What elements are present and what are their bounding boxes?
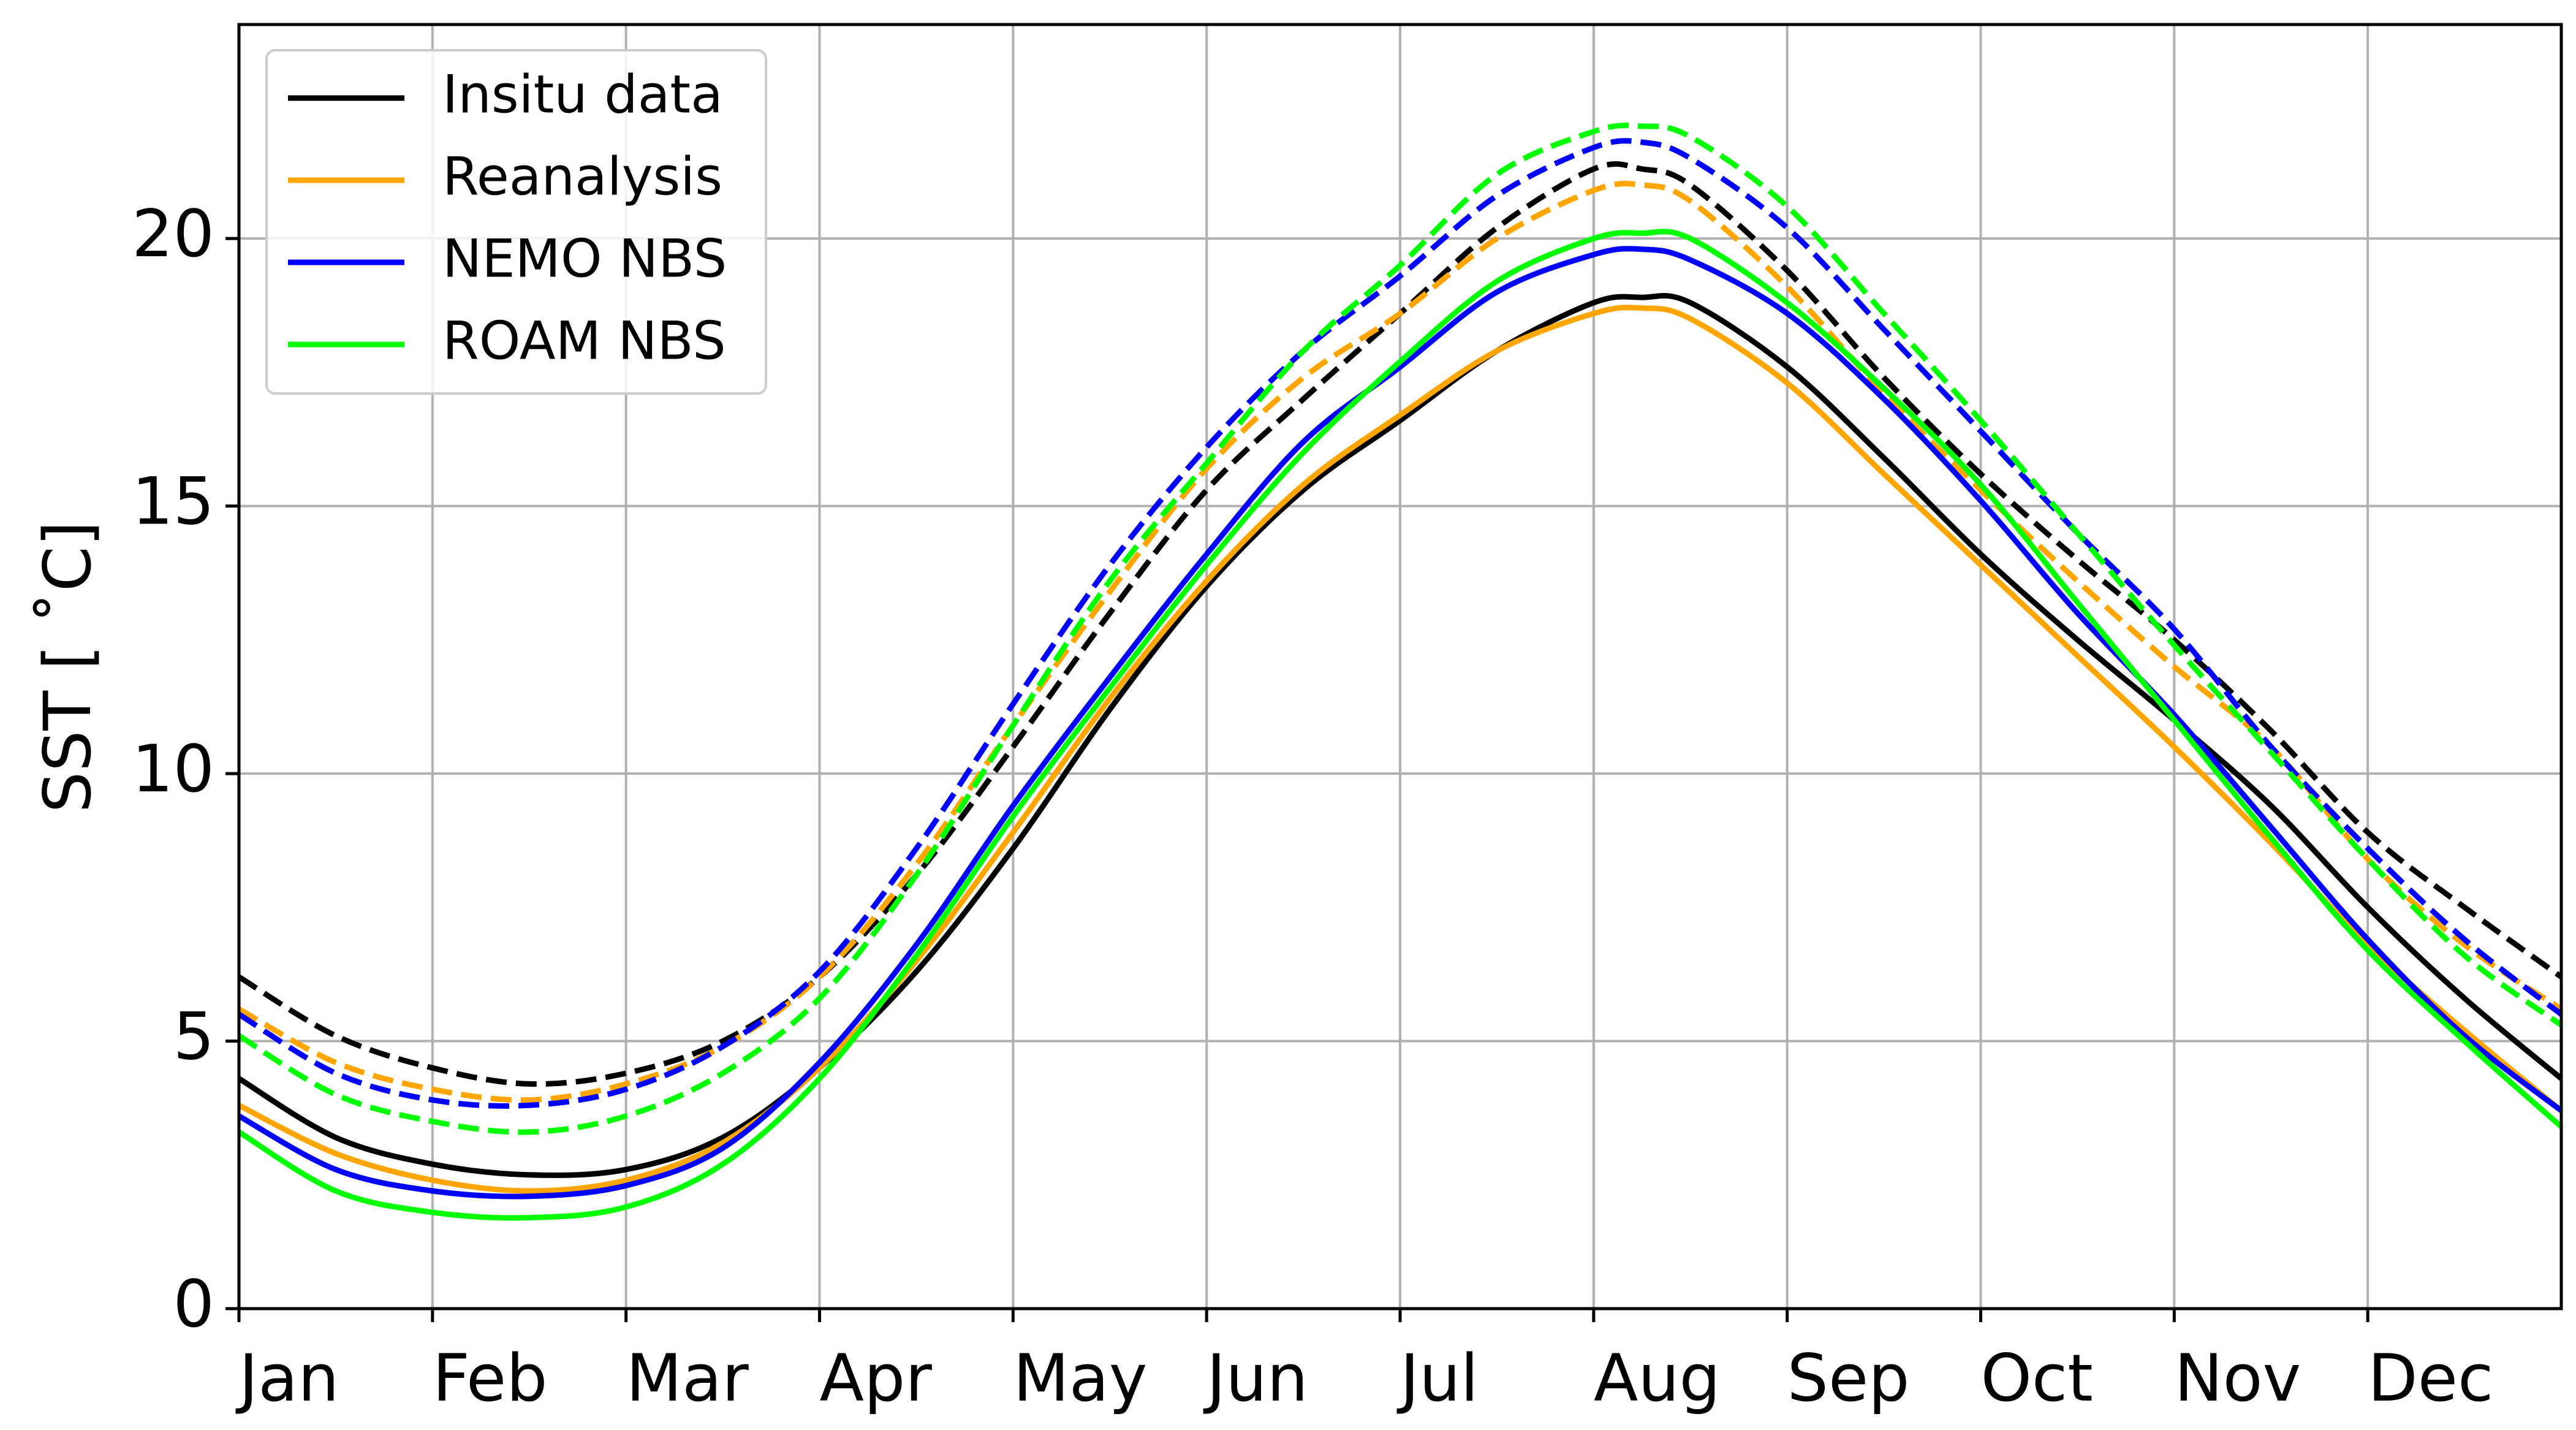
y-tick-label: 20 — [132, 196, 214, 272]
x-tick-label: Dec — [2368, 1341, 2493, 1416]
x-tick-label: Sep — [1787, 1341, 1910, 1416]
y-tick-label: 5 — [173, 998, 214, 1074]
x-tick-label: Jan — [235, 1341, 339, 1416]
y-axis-label-group: SST [ ˚C] — [30, 521, 105, 813]
legend-box — [265, 49, 767, 395]
x-tick-label: Jul — [1396, 1341, 1479, 1416]
y-tick-label: 10 — [132, 731, 214, 807]
x-tick-label: Oct — [1981, 1341, 2093, 1416]
y-tick-label: 15 — [132, 463, 214, 539]
y-tick-label: 0 — [173, 1266, 214, 1342]
x-tick-label: Feb — [433, 1341, 548, 1416]
series-line-1-dashed — [237, 161, 2563, 1087]
series-line-3-dashed — [237, 181, 2563, 1103]
x-tick-label: May — [1013, 1341, 1147, 1416]
series-line-5-dashed — [237, 138, 2563, 1109]
x-tick-label: Nov — [2174, 1341, 2301, 1416]
series-line-6-solid — [237, 229, 2563, 1221]
axis-ticks: Jan Feb Mar Apr May Jun Jul Aug Sep Oct Nov Dec 0 5 10… — [132, 196, 2493, 1416]
legend-label: NEMO NBS — [442, 228, 727, 289]
series-line-4-solid — [237, 246, 2563, 1200]
series-lines — [237, 123, 2563, 1221]
series-line-7-dashed — [237, 123, 2563, 1135]
series-line-2-solid — [237, 305, 2563, 1194]
y-axis-label: SST [ ˚C] — [30, 521, 105, 813]
legend-label: Reanalysis — [442, 146, 722, 207]
legend-label: ROAM NBS — [442, 310, 726, 371]
legend-label: Insitu data — [442, 64, 723, 125]
x-tick-label: Mar — [626, 1341, 749, 1416]
x-tick-label: Apr — [820, 1341, 933, 1416]
x-tick-label: Jun — [1203, 1341, 1308, 1416]
legend: Insitu data Reanalysis NEMO NBS ROAM NBS — [265, 49, 767, 395]
x-tick-label: Aug — [1594, 1341, 1721, 1416]
